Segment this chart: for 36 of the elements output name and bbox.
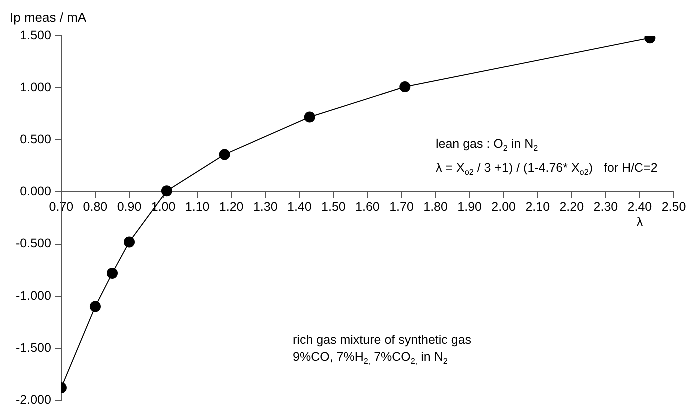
y-tick-label: -1.000 xyxy=(16,288,52,303)
x-tick-label: 2.40 xyxy=(628,200,652,214)
y-tick-label: -0.500 xyxy=(16,236,52,251)
x-tick-label: 2.50 xyxy=(662,200,686,214)
y-tick-label: 0.000 xyxy=(20,184,52,199)
annotation: rich gas mixture of synthetic gas xyxy=(293,333,472,347)
x-tick-label: 0.80 xyxy=(83,200,108,214)
point xyxy=(304,112,316,123)
y-tick-label: -2.000 xyxy=(16,392,52,407)
x-tick-label: 1.20 xyxy=(219,200,244,214)
point xyxy=(400,82,411,93)
point xyxy=(161,186,172,197)
x-tick-label: 1.30 xyxy=(253,200,278,214)
point xyxy=(90,301,101,312)
x-tick-label: 1.40 xyxy=(287,200,312,214)
x-tick-label: 1.10 xyxy=(185,200,210,214)
point xyxy=(106,268,118,279)
y-tick-label: 0.500 xyxy=(20,132,52,147)
y-tick-label: 1.500 xyxy=(20,28,52,42)
y-axis-title: Ip meas / mA xyxy=(10,10,87,26)
x-tick-label: 2.00 xyxy=(492,200,516,214)
x-tick-label: 1.60 xyxy=(356,200,380,214)
y-tick-label: 1.000 xyxy=(20,80,52,95)
x-axis-title: λ xyxy=(636,214,644,230)
y-tick-label: -1.500 xyxy=(16,340,52,355)
x-tick-label: 2.30 xyxy=(594,200,618,214)
x-tick-label: 2.10 xyxy=(526,200,550,214)
x-tick-label: 1.80 xyxy=(424,200,448,214)
point xyxy=(219,149,230,160)
point xyxy=(124,236,136,248)
x-tick-label: 1.50 xyxy=(322,200,346,214)
annotation: for H/C=2 xyxy=(604,161,658,175)
x-tick-label: 1.90 xyxy=(458,200,482,214)
x-tick-label: 2.20 xyxy=(560,200,584,214)
x-tick-label: 0.90 xyxy=(117,200,142,214)
x-tick-label: 1.70 xyxy=(390,200,414,214)
